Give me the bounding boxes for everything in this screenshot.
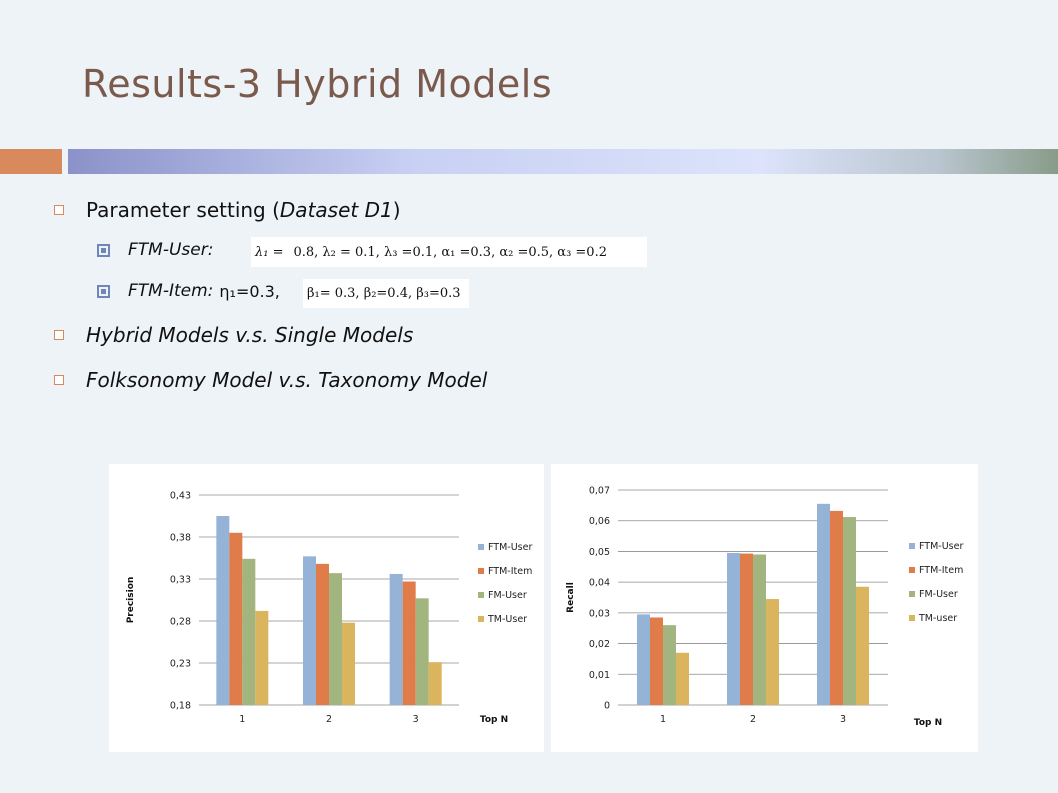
ftm-item-formula: β₁= 0.3, β₂=0.4, β₃=0.3 [303,279,469,308]
legend-label: FM-User [488,590,527,601]
bar-fm-user [753,554,766,705]
y-tick-label: 0,02 [589,639,610,650]
bar-ftm-user [389,573,403,705]
x-tick-label: 2 [750,714,756,725]
bar-tm-user [676,652,689,705]
legend-swatch [478,544,484,550]
y-tick-label: 0,04 [589,578,610,589]
bullet-square-icon [54,205,64,215]
legend-label: FTM-User [919,541,963,552]
bar-ftm-user [817,503,830,705]
bar-ftm-user [216,516,230,705]
sub-bullet-label: FTM-Item: [128,281,214,301]
legend-swatch [478,568,484,574]
bar-fm-user [415,598,429,705]
recall-chart-svg: 0 0,01 0,02 0,03 0,04 0,05 0,06 0,07 1 2 3 FTM-User… [566,486,963,729]
recall-chart: 0 0,01 0,02 0,03 0,04 0,05 0,06 0,07 1 2 3 FTM-User… [551,464,978,752]
sub-bullet-square-icon [97,284,110,298]
legend-swatch [478,616,484,622]
bar-fm-user [843,517,856,705]
legend-label: FTM-Item [919,565,963,576]
accent-bar-gradient [68,149,1058,174]
y-tick-label: 0,03 [589,608,610,619]
bar-ftm-item [316,563,329,705]
bar-ftm-user [637,614,650,705]
slide-title: Results-3 Hybrid Models [82,62,553,106]
y-tick-label: 0,05 [589,547,610,558]
sub-bullet-ftm-user: FTM-User: [97,240,213,260]
precision-chart: 0,18 0,23 0,28 0,33 0,38 0,43 1 2 3 FTM-User FTM-I… [109,464,544,752]
x-tick-label: 2 [326,714,332,725]
bullet-text: Parameter setting (Dataset D1) [86,198,401,222]
accent-bar-left [0,149,62,174]
y-tick-label: 0,07 [589,486,610,497]
x-tick-label: 1 [660,714,666,725]
bullet-square-icon [54,375,64,385]
sub-bullet-label: FTM-User: [128,240,214,260]
bar-fm-user [329,573,342,705]
bullet-text: Hybrid Models v.s. Single Models [86,323,414,347]
y-tick-label: 0,23 [170,659,191,670]
y-axis-label: Recall [566,582,576,613]
precision-chart-svg: 0,18 0,23 0,28 0,33 0,38 0,43 1 2 3 FTM-User FTM-I… [126,491,532,726]
bullet-parameter-setting: Parameter setting (Dataset D1) [54,198,401,222]
ftm-item-eta: η₁=0.3, [219,281,280,301]
bullet-folksonomy-vs-taxonomy: Folksonomy Model v.s. Taxonomy Model [54,368,487,392]
bar-tm-user [766,599,779,705]
sub-bullet-square-icon [97,243,110,257]
legend-label: FM-User [919,589,958,600]
legend-swatch [478,592,484,598]
legend-label: FTM-Item [488,566,532,577]
legend-label: FTM-User [488,542,532,553]
bar-ftm-item [740,553,753,705]
bar-ftm-item [402,581,416,705]
bullet-text: Folksonomy Model v.s. Taxonomy Model [86,368,488,392]
bar-ftm-user [303,556,316,705]
y-tick-label: 0,18 [170,701,191,712]
bar-tm-user [255,610,269,705]
y-tick-label: 0,43 [170,491,191,502]
y-tick-label: 0,33 [170,575,191,586]
bar-ftm-item [650,617,663,705]
y-tick-label: 0,06 [589,516,610,527]
bullet-hybrid-vs-single: Hybrid Models v.s. Single Models [54,323,413,347]
legend-label: TM-user [918,613,957,624]
bar-tm-user [428,662,442,705]
bar-ftm-item [229,532,243,705]
bar-fm-user [242,558,256,705]
y-tick-label: 0,01 [589,670,610,681]
bar-fm-user [663,625,676,705]
x-axis-label: Top N [480,715,508,725]
x-tick-label: 3 [413,714,419,725]
legend-swatch [909,567,915,573]
y-tick-label: 0 [604,701,610,712]
y-tick-label: 0,38 [170,533,191,544]
legend-swatch [909,591,915,597]
sub-bullet-ftm-item: FTM-Item: η₁=0.3, [97,281,280,301]
y-tick-label: 0,28 [170,617,191,628]
bullet-list: Parameter setting (Dataset D1) FTM-User:… [54,198,647,392]
x-tick-label: 3 [840,714,846,725]
bar-ftm-item [830,510,843,705]
bar-tm-user [342,622,355,705]
ftm-user-formula: λ₁ = 0.8, λ₂ = 0.1, λ₃ =0.1, α₁ =0.3, α₂… [251,237,647,267]
legend-swatch [909,615,915,621]
bullet-square-icon [54,330,64,340]
legend-label: TM-User [487,614,527,625]
x-tick-label: 1 [239,714,245,725]
legend-swatch [909,543,915,549]
y-axis-label: Precision [126,577,136,624]
bar-tm-user [856,586,869,705]
bar-ftm-user [727,552,740,705]
x-axis-label: Top N [914,718,942,728]
